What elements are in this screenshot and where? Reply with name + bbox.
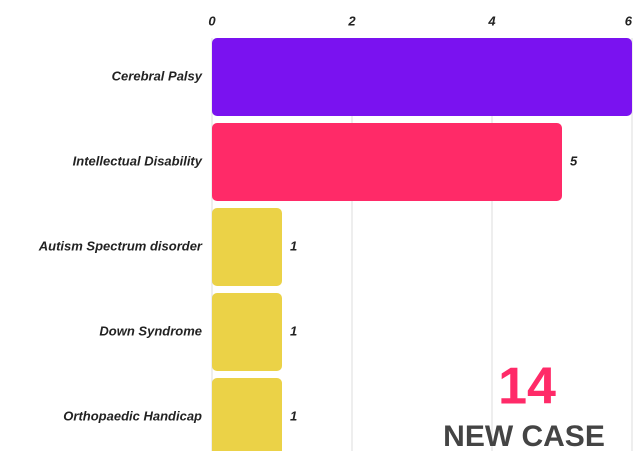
y-tick-label: Intellectual Disability <box>73 153 203 168</box>
bar <box>212 123 562 201</box>
y-tick-label: Orthopaedic Handicap <box>63 408 202 423</box>
x-tick-label: 6 <box>625 13 633 28</box>
y-tick-label: Cerebral Palsy <box>112 68 203 83</box>
annotation-value: 14 <box>498 358 556 416</box>
bar <box>212 378 282 451</box>
annotation-label: NEW CASE <box>443 420 605 451</box>
data-label: 1 <box>290 238 297 253</box>
bar <box>212 38 632 116</box>
data-label: 1 <box>290 408 297 423</box>
y-tick-label: Autism Spectrum disorder <box>38 238 203 253</box>
bar <box>212 208 282 286</box>
x-tick-label: 4 <box>487 13 496 28</box>
x-tick-label: 2 <box>347 13 356 28</box>
bar <box>212 293 282 371</box>
data-label: 1 <box>290 323 297 338</box>
data-label: 5 <box>570 153 578 168</box>
x-tick-label: 0 <box>208 13 216 28</box>
y-tick-label: Down Syndrome <box>99 323 202 338</box>
